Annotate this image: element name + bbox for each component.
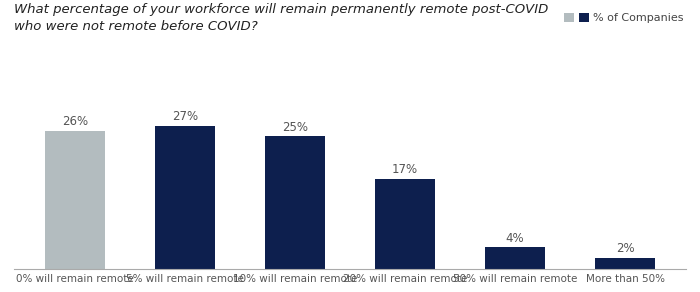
Text: 27%: 27% (172, 110, 198, 123)
Bar (265, 136, 326, 269)
Text: 4%: 4% (506, 232, 524, 245)
Text: 17%: 17% (392, 163, 418, 176)
Bar (485, 248, 545, 269)
Bar (155, 126, 215, 269)
Bar (45, 131, 105, 269)
Text: 26%: 26% (62, 115, 88, 128)
Legend: , % of Companies: , % of Companies (559, 8, 687, 28)
Text: What percentage of your workforce will remain permanently remote post-COVID
who : What percentage of your workforce will r… (14, 3, 548, 33)
Bar (595, 258, 655, 269)
Text: 2%: 2% (616, 242, 634, 256)
Text: 25%: 25% (282, 121, 308, 134)
Bar (374, 179, 435, 269)
